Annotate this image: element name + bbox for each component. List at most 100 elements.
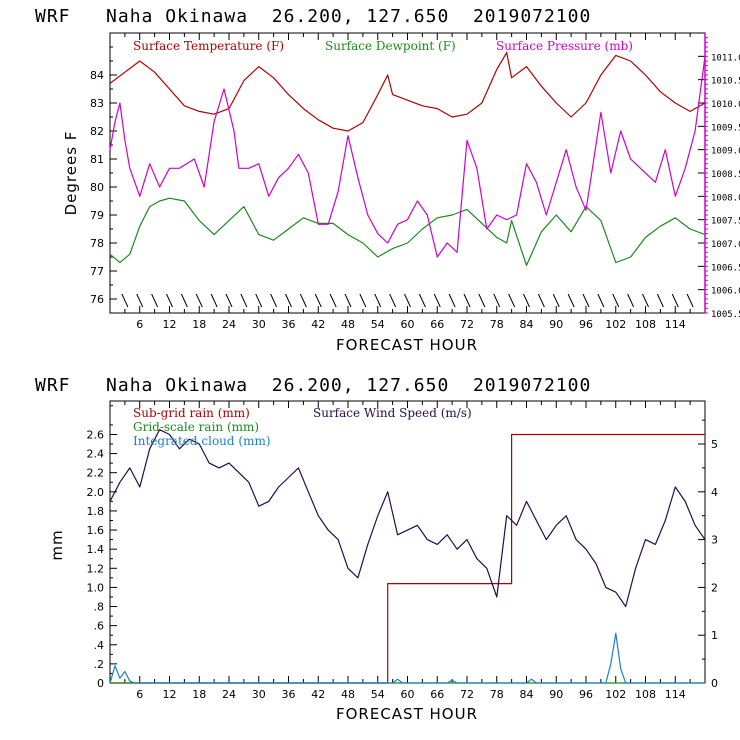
bot-y-tick-2.6: 2.6 (87, 428, 105, 441)
wind-barb-102 (612, 293, 620, 308)
bot-y-tick-1.4: 1.4 (87, 543, 105, 556)
top-y-tick-83: 83 (90, 97, 104, 110)
top-x-tick-54: 54 (371, 318, 385, 331)
bot-x-tick-48: 48 (341, 688, 355, 701)
bot-x-tick-30: 30 (252, 688, 266, 701)
bot-y2-tick-2: 2 (711, 581, 718, 594)
bot-x-tick-66: 66 (430, 688, 444, 701)
bot-x-tick-114: 114 (665, 688, 686, 701)
top-x-tick-72: 72 (460, 318, 474, 331)
bottom-x-tick-labels: 6 12 18 24 30 36 42 48 54 60 66 72 78 84 90 96 102 108 114 (136, 688, 686, 701)
top-x-axis-label: FORECAST HOUR (336, 336, 478, 354)
bot-y-tick-2.0: 2.0 (87, 486, 105, 499)
wind-barb-90 (552, 293, 560, 308)
top-y2-tick-labels: 1005.5 1006.0 1006.5 1007.0 1007.5 1008.0 1008… (711, 53, 740, 320)
wind-barb-54 (374, 293, 382, 308)
bot-y-tick-.2: .2 (94, 658, 105, 671)
wind-barb-48 (344, 293, 352, 308)
wind-barb-66 (433, 293, 441, 308)
top-y2-tick-1007.5: 1007.5 (711, 217, 740, 227)
wind-barb-117 (686, 293, 694, 308)
wind-barb-12 (166, 293, 173, 308)
bottom-x-axis-label: FORECAST HOUR (336, 705, 478, 723)
bot-x-tick-102: 102 (605, 688, 626, 701)
bot-y-tick-2.2: 2.2 (87, 467, 105, 480)
top-y-tick-77: 77 (90, 265, 104, 278)
top-x-tick-114: 114 (665, 318, 686, 331)
wind-barb-39 (299, 293, 307, 308)
top-x-tick-84: 84 (520, 318, 534, 331)
bot-x-tick-6: 6 (136, 688, 143, 701)
bot-x-tick-18: 18 (192, 688, 206, 701)
legend-surface-pressure: Surface Pressure (mb) (496, 39, 633, 53)
bot-y2-tick-5: 5 (711, 438, 718, 451)
wind-barb-9 (151, 293, 159, 308)
bot-y2-tick-1: 1 (711, 629, 718, 642)
bot-x-tick-96: 96 (579, 688, 593, 701)
bot-y-tick-.8: .8 (94, 601, 105, 614)
wind-barb-96 (582, 293, 590, 308)
wind-barb-63 (418, 293, 426, 308)
bot-x-tick-42: 42 (311, 688, 325, 701)
bot-y-tick-1.0: 1.0 (87, 581, 105, 594)
bot-x-tick-78: 78 (490, 688, 504, 701)
top-y2-tick-1010.0: 1010.0 (711, 100, 740, 110)
legend-integrated-cloud: Integrated cloud (mm) (133, 434, 271, 448)
wind-barb-78 (493, 293, 501, 308)
wind-barb-60 (404, 293, 411, 308)
top-x-tick-90: 90 (549, 318, 563, 331)
wind-barb-36 (285, 293, 292, 308)
bot-x-tick-108: 108 (635, 688, 656, 701)
wind-barb-6 (136, 293, 144, 308)
wind-barb-30 (255, 293, 263, 308)
top-x-tick-60: 60 (401, 318, 415, 331)
bot-y2-tick-4: 4 (711, 486, 718, 499)
surface-temperature-line (109, 51, 706, 132)
top-x-tick-78: 78 (490, 318, 504, 331)
legend-surface-wind-speed: Surface Wind Speed (m/s) (313, 406, 472, 420)
bot-y2-tick-0: 0 (711, 677, 718, 690)
bot-x-tick-24: 24 (222, 688, 236, 701)
wind-barb-93 (567, 293, 575, 308)
wind-barb-27 (240, 293, 248, 308)
wind-barb-33 (270, 293, 278, 308)
legend-surface-dewpoint: Surface Dewpoint (F) (325, 39, 456, 53)
wind-barb-45 (329, 293, 337, 308)
temperature-panel: WRF Naha Okinawa 26.200, 127.650 2019072… (35, 6, 740, 354)
top-x-tick-36: 36 (282, 318, 296, 331)
top-y-tick-79: 79 (90, 209, 104, 222)
bottom-series-lines (109, 429, 706, 684)
wind-barb-57 (389, 293, 397, 308)
bot-x-tick-54: 54 (371, 688, 385, 701)
surface-pressure-line (109, 56, 706, 258)
wind-barb-72 (463, 293, 471, 308)
legend-grid-scale-rain: Grid-scale rain (mm) (133, 420, 259, 434)
top-x-tick-48: 48 (341, 318, 355, 331)
bottom-y-tick-labels: 0 .2 .4 .6 .8 1.0 1.2 1.4 1.6 1.8 2.0 2.2 2.4 2.6 (87, 428, 105, 690)
bot-x-tick-72: 72 (460, 688, 474, 701)
wind-barb-75 (478, 293, 486, 308)
wind-barb-99 (597, 293, 605, 308)
top-x-tick-6: 6 (136, 318, 143, 331)
top-y-tick-76: 76 (90, 293, 104, 306)
top-y-tick-labels: 76 77 78 79 80 81 82 83 84 (90, 69, 104, 306)
bottom-y-axis-label: mm (48, 529, 66, 560)
wind-barb-84 (523, 293, 530, 308)
top-x-tick-24: 24 (222, 318, 236, 331)
top-y2-tick-1008.5: 1008.5 (711, 170, 740, 180)
bot-y-tick-.6: .6 (94, 620, 105, 633)
bot-x-tick-90: 90 (549, 688, 563, 701)
wind-barb-24 (225, 293, 233, 308)
bot-x-tick-36: 36 (282, 688, 296, 701)
top-y2-tick-1007.0: 1007.0 (711, 240, 740, 250)
top-x-tick-42: 42 (311, 318, 325, 331)
wind-barb-81 (508, 293, 516, 308)
wind-barbs (121, 293, 694, 308)
top-y2-tick-1006.5: 1006.5 (711, 263, 740, 273)
bottom-y2-tick-labels: 0 1 2 3 4 5 (711, 438, 718, 690)
top-panel-title: WRF Naha Okinawa 26.200, 127.650 2019072… (35, 6, 591, 27)
top-x-tick-12: 12 (163, 318, 177, 331)
wind-barb-21 (210, 293, 218, 308)
wind-barb-111 (656, 293, 664, 308)
